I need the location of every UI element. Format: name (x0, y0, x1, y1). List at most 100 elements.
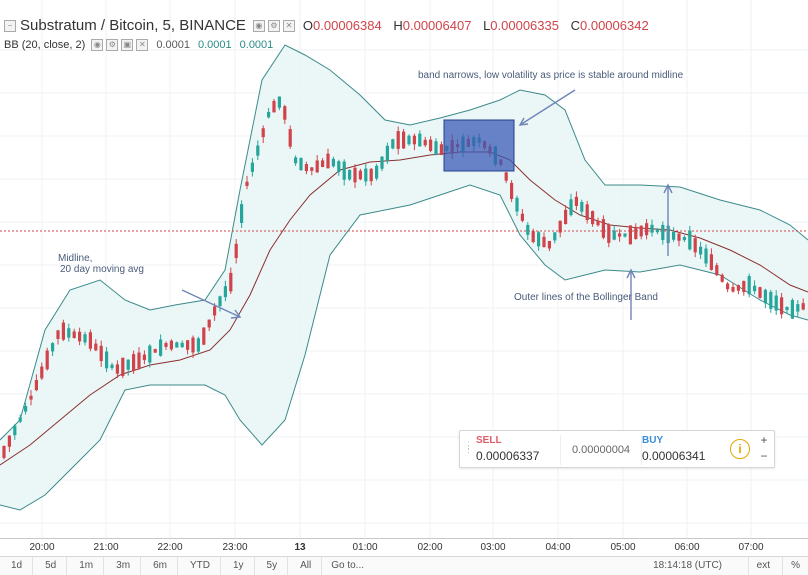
candle-body (591, 211, 595, 225)
close-icon[interactable]: ✕ (136, 39, 149, 51)
time-tick: 03:00 (480, 542, 506, 553)
close-label: C (570, 18, 580, 33)
close-icon[interactable]: ✕ (282, 19, 295, 32)
candle-body (418, 133, 422, 147)
quantity-increase-button[interactable]: + (760, 433, 768, 447)
time-tick: 13 (294, 542, 306, 553)
candle-body (218, 296, 222, 307)
annotation-midline-line1: Midline, (58, 253, 93, 264)
time-axis[interactable]: 20:00 21:00 22:00 23:00 13 01:00 02:00 0… (0, 538, 808, 557)
buy-price: 0.00006341 (642, 449, 706, 463)
annotation-midline-line2: 20 day moving avg (60, 264, 144, 275)
indicator-name[interactable]: BB (20, close, 2) (4, 39, 86, 51)
candle-body (510, 182, 514, 199)
candle-body (169, 340, 173, 350)
candle-body (709, 254, 713, 270)
spread-value: 0.00000004 (560, 435, 642, 465)
candle-body (736, 285, 740, 291)
candle-body (618, 233, 622, 237)
range-1y[interactable]: 1y (223, 557, 255, 575)
candle-body (213, 306, 217, 316)
candle-body (580, 201, 584, 212)
candle-body (72, 331, 76, 339)
candle-body (2, 446, 6, 458)
chart-area[interactable]: − Substratum / Bitcoin, 5, BINANCE ◉ ⚙ ✕… (0, 0, 808, 538)
candle-body (34, 380, 38, 391)
annotation-midline: Midline, 20 day moving avg (58, 253, 144, 275)
candle-body (13, 425, 17, 436)
sell-price: 0.00006337 (476, 449, 540, 463)
sell-button[interactable]: SELL 0.00006337 (476, 435, 560, 465)
candle-body (380, 156, 384, 169)
candle-body (375, 165, 379, 179)
candle-body (688, 230, 692, 250)
candle-body (515, 197, 519, 212)
candle-body (299, 157, 303, 171)
candle-body (348, 169, 352, 180)
candle-body (40, 366, 44, 379)
lower-band-line (0, 184, 808, 511)
quantity-decrease-button[interactable]: − (760, 449, 768, 463)
candle-body (564, 209, 568, 225)
eye-icon[interactable]: ◉ (91, 39, 104, 51)
candle-body (153, 349, 157, 353)
candle-body (661, 224, 665, 241)
candle-body (790, 299, 794, 319)
candle-body (99, 345, 103, 362)
source-icon[interactable]: ▣ (121, 39, 134, 51)
symbol-title[interactable]: Substratum / Bitcoin, 5, BINANCE (20, 17, 246, 34)
range-5d[interactable]: 5d (35, 557, 68, 575)
settings-icon[interactable]: ⚙ (106, 39, 119, 51)
candle-body (186, 340, 190, 350)
candle-body (326, 153, 330, 169)
range-6m[interactable]: 6m (143, 557, 178, 575)
candle-body (191, 337, 195, 353)
indicator-value-3: 0.0001 (239, 39, 274, 51)
candle-body (774, 295, 778, 311)
candle-body (229, 272, 233, 292)
range-1m[interactable]: 1m (69, 557, 105, 575)
candle-body (261, 128, 265, 138)
candle-body (634, 226, 638, 239)
info-icon[interactable]: i (730, 439, 750, 459)
time-tick: 21:00 (93, 542, 119, 553)
time-tick: 07:00 (738, 542, 764, 553)
time-tick: 04:00 (545, 542, 571, 553)
candle-body (164, 343, 168, 347)
candle-body (245, 181, 249, 186)
candle-body (801, 303, 805, 310)
utc-clock[interactable]: 18:14:18 (UTC) (653, 560, 722, 571)
candle-body (682, 237, 686, 241)
candle-body (358, 170, 362, 180)
range-ytd[interactable]: YTD (180, 557, 221, 575)
range-all[interactable]: All (290, 557, 323, 575)
candle-body (67, 328, 71, 338)
annotation-outer-lines: Outer lines of the Bollinger Band (514, 292, 658, 303)
percent-toggle[interactable]: % (782, 557, 800, 575)
candle-body (785, 306, 789, 311)
candle-body (742, 280, 746, 293)
candle-body (121, 357, 125, 377)
candle-body (596, 220, 600, 226)
goto-button[interactable]: Go to... (331, 560, 365, 571)
drag-handle-icon[interactable]: ⋮ ⋮ (464, 440, 473, 454)
range-1d[interactable]: 1d (1, 557, 34, 575)
candle-body (769, 291, 773, 309)
candle-body (126, 359, 130, 370)
candle-body (704, 248, 708, 264)
candle-body (601, 219, 605, 238)
candle-body (731, 286, 735, 292)
candle-body (310, 167, 314, 171)
buy-button[interactable]: BUY 0.00006341 (642, 435, 726, 465)
range-5y[interactable]: 5y (257, 557, 289, 575)
collapse-icon[interactable]: − (4, 19, 16, 32)
sell-label: SELL (476, 435, 502, 446)
range-3m[interactable]: 3m (106, 557, 142, 575)
candle-body (385, 145, 389, 161)
ext-toggle[interactable]: ext (747, 557, 770, 575)
eye-icon[interactable]: ◉ (252, 19, 265, 32)
settings-icon[interactable]: ⚙ (267, 19, 280, 32)
candle-body (780, 297, 784, 315)
candle-body (623, 233, 627, 237)
candle-body (110, 364, 114, 369)
